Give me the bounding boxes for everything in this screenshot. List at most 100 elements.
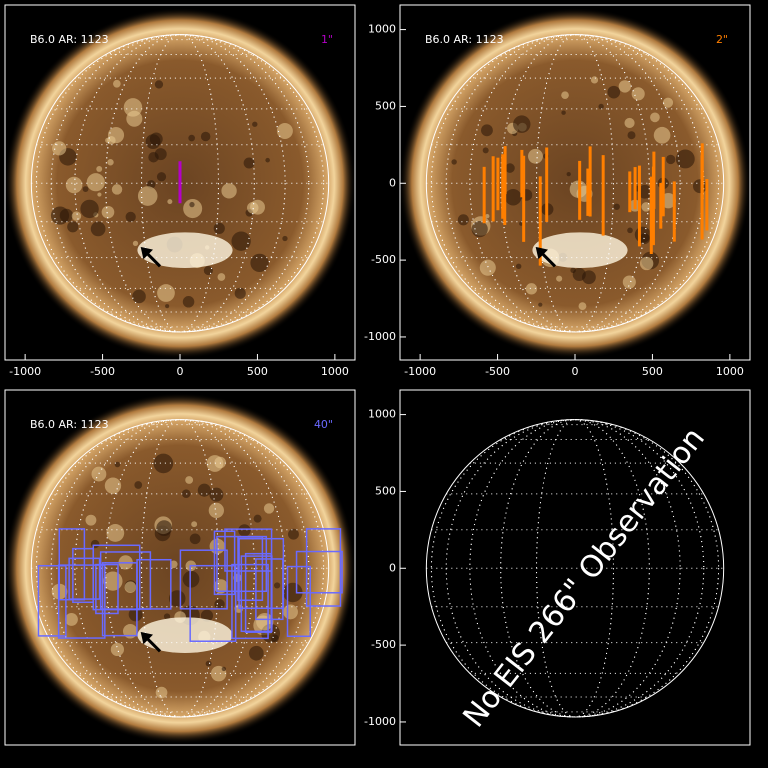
slit-label: 1" [321,33,333,46]
sun-feature [525,283,538,295]
sun-feature [234,287,246,299]
sun-feature [263,503,275,514]
panel-content [400,7,750,359]
sun-feature [165,304,170,309]
sun-feature [90,539,100,549]
sun-feature [639,256,654,271]
sun-feature [221,666,227,672]
longitude-line [35,34,325,333]
x-tick-label: 500 [642,365,663,378]
sun-feature [631,87,645,101]
sun-feature [71,211,82,221]
sun-feature [582,270,596,285]
slit [240,555,273,633]
sun-feature [125,211,136,223]
slit [238,537,285,610]
active-region [532,232,628,269]
sun-feature [637,184,652,199]
sun-feature [622,275,636,289]
panel: B6.0 AR: 1123 2" -1000 -500 0 500 1000 -1000 -50… [364,4,751,378]
sun-feature [528,148,543,164]
sun-feature [256,613,274,631]
sun-feature [111,184,123,195]
slit [189,564,237,642]
longitude-line [74,34,286,333]
sun-feature [122,624,138,639]
arrow-head [140,246,153,260]
sun-feature [221,183,237,199]
sun-feature [137,186,158,206]
panel-label: B6.0 AR: 1123 [30,33,109,46]
sun-feature [618,80,632,93]
sun-feature [101,205,115,219]
sun-feature [479,259,496,276]
longitude-line [74,419,286,718]
sun-feature [650,112,660,123]
sun-feature [451,159,457,165]
sun-feature [189,201,195,208]
axes-frame [399,389,751,746]
longitude-line [536,419,614,718]
sun-feature [692,179,707,194]
longitude-line [50,34,310,333]
sun-feature [566,171,571,177]
sun-feature [457,214,469,226]
sun-feature [65,176,83,194]
sun-feature [106,524,125,542]
y-tick-label: 0 [389,561,396,574]
longitude-line [469,34,681,333]
sun-feature [134,481,143,489]
sun-feature [65,612,78,626]
sun-feature [627,227,633,234]
sun-feature [538,302,543,307]
y-tick-label: 500 [375,484,396,497]
sun-feature [666,154,676,165]
sun-feature [90,221,106,237]
slit [58,528,86,601]
sun-feature [276,122,293,139]
sun-feature [282,235,288,242]
sun-feature [113,79,121,88]
x-tick-label: 1000 [321,365,349,378]
x-tick-label: 500 [247,365,268,378]
sun-feature [634,226,651,243]
sun-feature [154,80,164,89]
sun-feature [86,173,105,192]
panel: B6.0 AR: 1123 1" -1000 -500 0 500 1000 [4,4,356,378]
longitude-line [141,34,219,333]
slit [101,562,138,637]
sun-feature [274,582,281,589]
panel-content [5,392,355,744]
active-region [137,617,233,654]
sun-feature [169,560,178,569]
sun-feature [124,581,137,594]
sun-feature [145,134,161,150]
sun-feature [653,126,671,144]
sun-feature [153,453,174,474]
y-tick-label: 1000 [368,408,396,421]
slit [305,528,342,607]
arrow-head [535,246,548,260]
sun-feature [247,202,259,214]
y-tick-label: -1000 [364,330,396,343]
sun-feature [250,253,269,273]
longitude-line [430,34,720,333]
sun-feature [107,158,114,166]
slit [237,536,264,601]
y-tick-label: -500 [371,253,396,266]
sun-feature [168,590,186,607]
sun-feature [570,267,576,274]
sun-feature [185,476,194,484]
sun-feature [188,134,195,142]
longitude-line [105,34,255,333]
longitude-line [500,34,650,333]
sun-feature [183,199,203,219]
sun-feature [163,613,171,620]
x-tick-label: -500 [90,365,115,378]
sun-feature [481,124,493,137]
x-tick-label: -500 [485,365,510,378]
sun-feature [80,199,99,219]
sun-feature [265,157,270,163]
sun-feature [482,147,489,154]
x-tick-label: -1000 [404,365,436,378]
